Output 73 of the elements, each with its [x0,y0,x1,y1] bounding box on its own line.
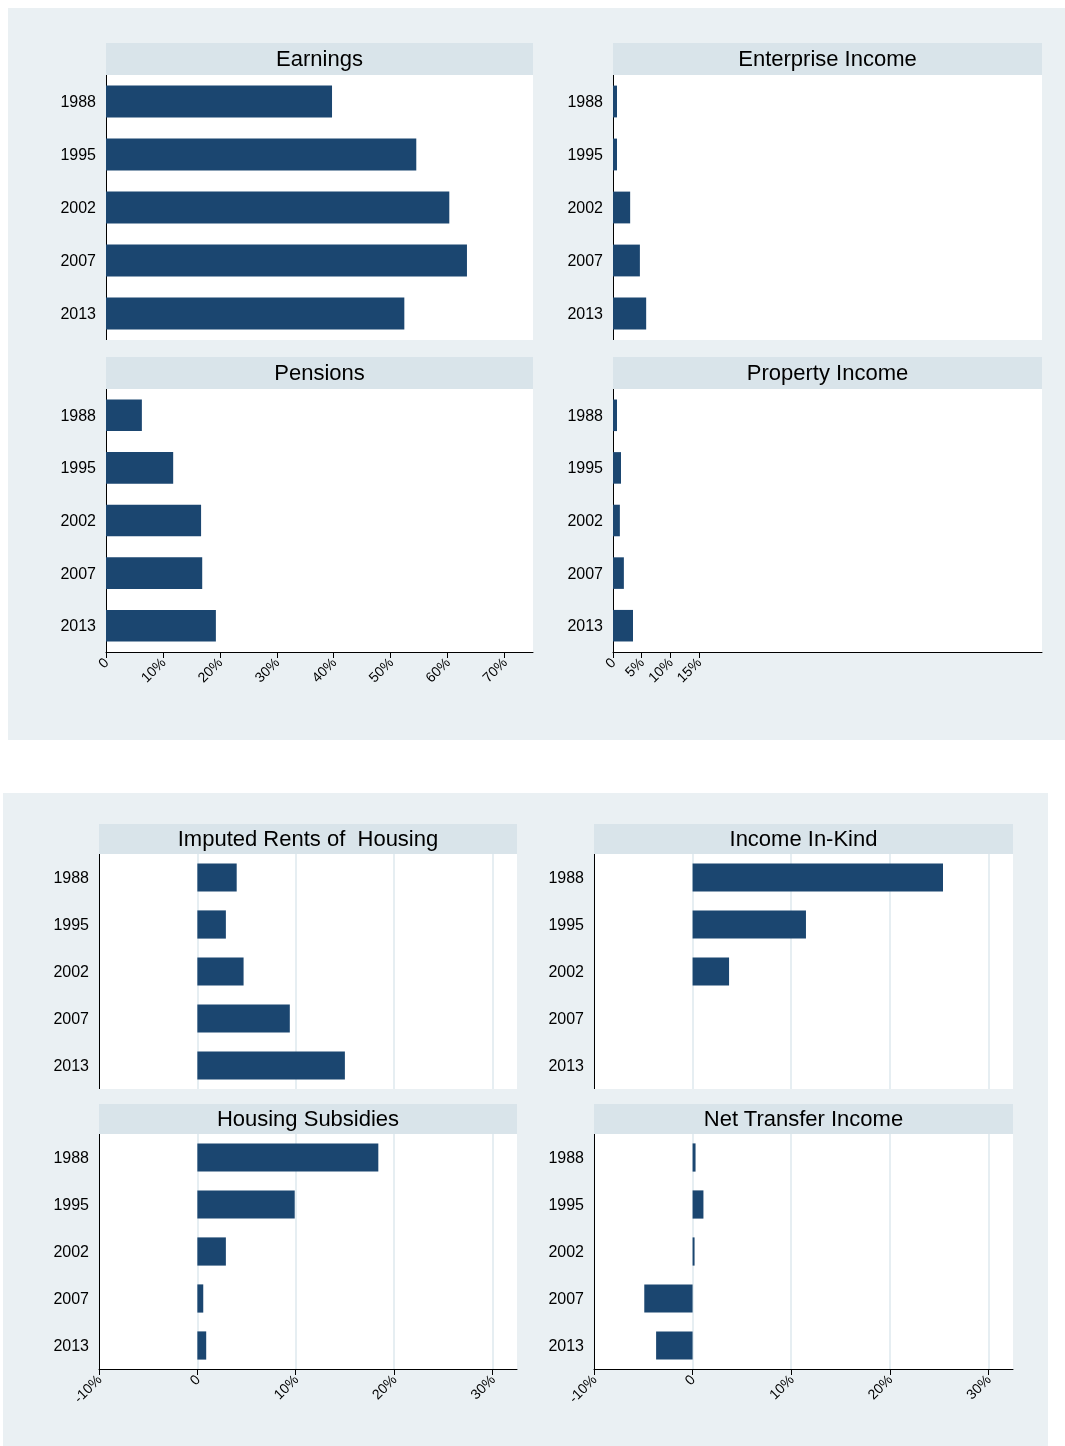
x-tick-label: 0 [94,654,112,672]
x-tick-label: 0 [681,1371,699,1389]
y-tick-label: 1995 [60,146,97,163]
y-tick-label: 1995 [60,459,97,477]
y-tick-label: 2013 [60,305,97,322]
bar [197,957,244,986]
x-tick-label: 0 [601,654,619,672]
chart-title: Property Income [613,357,1042,389]
bar [197,863,237,892]
y-tick-label: 1988 [567,93,604,110]
y-tick-label: 1995 [548,916,585,933]
chart-title: Net Transfer Income [594,1104,1013,1134]
y-tick-label: 2002 [60,512,97,529]
bar [613,297,647,330]
chart-title: Imputed Rents of Housing [99,824,517,854]
y-tick-label: 1988 [53,1149,90,1166]
y-tick-label: 2007 [567,564,604,582]
y-tick-label: 2002 [548,1243,585,1260]
x-tick-label: 40% [308,654,340,686]
y-tick-label: 2007 [60,564,97,582]
y-tick-label: 2007 [548,1010,585,1027]
chart-title: Earnings [106,43,533,75]
y-tick-label: 1995 [53,1196,90,1213]
bar [106,191,450,224]
chart-title: Housing Subsidies [99,1104,517,1134]
y-tick-label: 1988 [60,93,97,110]
y-tick-label: 2002 [548,963,585,980]
y-tick-label: 2013 [53,1057,90,1074]
y-tick-label: 1995 [548,1196,585,1213]
y-tick-label: 2013 [60,617,97,635]
y-tick-label: 2007 [548,1290,585,1307]
x-tick-label: 0 [186,1371,204,1389]
bar [613,244,640,277]
bar [106,138,417,171]
y-tick-label: 2013 [548,1337,585,1354]
y-tick-label: 2007 [53,1010,90,1027]
bar [106,297,405,330]
x-tick-label: 70% [479,654,511,686]
y-tick-label: 2013 [53,1337,90,1354]
y-tick-label: 1988 [548,869,585,886]
bar [197,1004,290,1033]
bar [613,191,631,224]
y-tick-label: 2007 [53,1290,90,1307]
y-tick-label: 1988 [60,406,97,424]
y-tick-label: 2007 [567,252,604,269]
y-tick-label: 1988 [548,1149,585,1166]
chart-title: Enterprise Income [613,43,1042,75]
chart-title: Pensions [106,357,533,389]
bar [613,138,617,171]
bar [106,85,333,118]
y-tick-label: 1995 [567,146,604,163]
y-tick-label: 2002 [567,199,604,216]
y-tick-label: 2002 [53,1243,90,1260]
bar [106,244,467,277]
bar [197,1051,345,1080]
y-tick-label: 2007 [60,252,97,269]
y-tick-label: 2013 [567,617,604,635]
x-tick-label: 50% [365,654,397,686]
y-tick-label: 1995 [567,459,604,477]
bar [197,910,226,939]
y-tick-label: 1988 [53,869,90,886]
y-tick-label: 1995 [53,916,90,933]
y-tick-label: 2013 [567,305,604,322]
y-tick-label: 2002 [567,512,604,529]
chart-title: Income In-Kind [594,824,1013,854]
bar [613,85,617,118]
y-tick-label: 2013 [548,1057,585,1074]
x-tick-label: 5% [621,654,648,680]
x-tick-label: 30% [962,1371,995,1403]
y-tick-label: 2002 [53,963,90,980]
y-tick-label: 2002 [60,199,97,216]
x-tick-label: 30% [251,654,283,686]
y-tick-label: 1988 [567,406,604,424]
